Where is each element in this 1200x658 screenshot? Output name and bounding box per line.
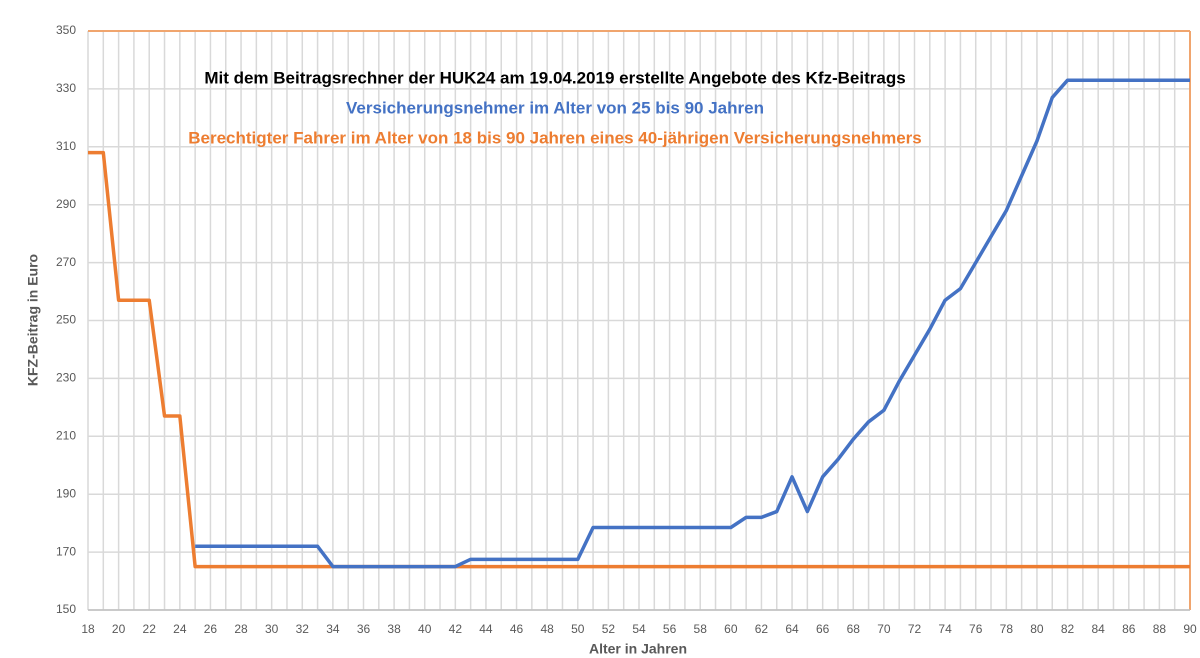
x-tick-label: 86 bbox=[1122, 622, 1136, 636]
x-tick-label: 66 bbox=[816, 622, 830, 636]
subtitle: Versicherungsnehmer im Alter von 25 bis … bbox=[346, 98, 764, 117]
y-tick-label: 250 bbox=[56, 313, 76, 327]
x-tick-label: 30 bbox=[265, 622, 279, 636]
y-tick-label: 210 bbox=[56, 428, 76, 442]
x-tick-label: 24 bbox=[173, 622, 187, 636]
x-tick-label: 76 bbox=[969, 622, 983, 636]
x-tick-label: 62 bbox=[755, 622, 769, 636]
x-tick-label: 22 bbox=[143, 622, 157, 636]
x-tick-label: 56 bbox=[663, 622, 677, 636]
x-tick-label: 32 bbox=[296, 622, 310, 636]
x-tick-label: 38 bbox=[387, 622, 401, 636]
x-tick-label: 60 bbox=[724, 622, 738, 636]
x-tick-label: 18 bbox=[81, 622, 95, 636]
x-tick-label: 64 bbox=[785, 622, 799, 636]
x-tick-label: 40 bbox=[418, 622, 432, 636]
x-tick-label: 34 bbox=[326, 622, 340, 636]
x-tick-label: 20 bbox=[112, 622, 126, 636]
x-tick-label: 52 bbox=[602, 622, 616, 636]
x-tick-label: 42 bbox=[449, 622, 463, 636]
x-tick-label: 78 bbox=[1000, 622, 1014, 636]
x-tick-label: 46 bbox=[510, 622, 524, 636]
x-tick-label: 58 bbox=[694, 622, 708, 636]
x-tick-label: 50 bbox=[571, 622, 585, 636]
x-tick-label: 68 bbox=[847, 622, 861, 636]
x-tick-label: 48 bbox=[540, 622, 554, 636]
x-tick-label: 88 bbox=[1153, 622, 1167, 636]
x-tick-label: 90 bbox=[1183, 622, 1197, 636]
y-tick-label: 230 bbox=[56, 371, 76, 385]
y-tick-label: 330 bbox=[56, 81, 76, 95]
x-tick-label: 54 bbox=[632, 622, 646, 636]
x-tick-label: 82 bbox=[1061, 622, 1075, 636]
y-tick-label: 310 bbox=[56, 139, 76, 153]
x-tick-label: 44 bbox=[479, 622, 493, 636]
x-tick-label: 28 bbox=[234, 622, 248, 636]
x-tick-label: 84 bbox=[1091, 622, 1105, 636]
y-tick-label: 350 bbox=[56, 23, 76, 37]
x-tick-label: 72 bbox=[908, 622, 922, 636]
y-tick-label: 190 bbox=[56, 486, 76, 500]
x-tick-label: 74 bbox=[938, 622, 952, 636]
x-tick-label: 26 bbox=[204, 622, 218, 636]
x-tick-label: 36 bbox=[357, 622, 371, 636]
y-tick-label: 170 bbox=[56, 544, 76, 558]
y-axis-label: KFZ-Beitrag in Euro bbox=[25, 254, 41, 386]
x-axis-label: Alter in Jahren bbox=[589, 641, 687, 657]
x-tick-label: 70 bbox=[877, 622, 891, 636]
y-tick-label: 150 bbox=[56, 602, 76, 616]
series-line bbox=[195, 78, 1190, 569]
series-line bbox=[88, 150, 1190, 569]
y-tick-label: 290 bbox=[56, 197, 76, 211]
subtitle: Berechtigter Fahrer im Alter von 18 bis … bbox=[188, 128, 922, 147]
x-tick-label: 80 bbox=[1030, 622, 1044, 636]
chart-title: Mit dem Beitragsrechner der HUK24 am 19.… bbox=[204, 68, 905, 87]
y-tick-label: 270 bbox=[56, 255, 76, 269]
